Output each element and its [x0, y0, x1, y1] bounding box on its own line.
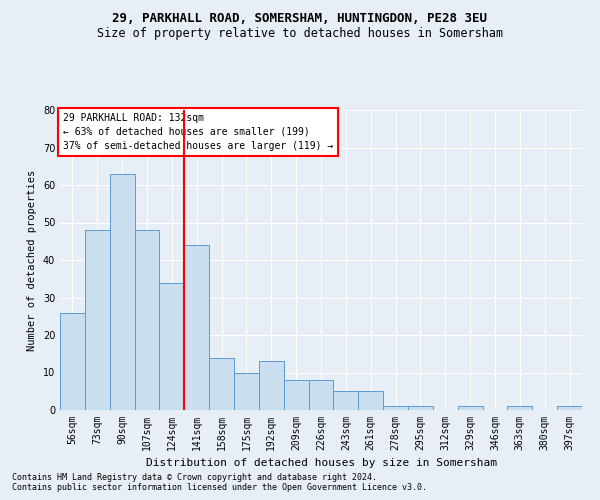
Bar: [209, 358, 234, 410]
Bar: [134, 230, 160, 410]
Bar: [160, 282, 184, 410]
Bar: [184, 245, 209, 410]
Bar: [234, 372, 259, 410]
Text: Contains HM Land Registry data © Crown copyright and database right 2024.: Contains HM Land Registry data © Crown c…: [12, 474, 377, 482]
Bar: [508, 406, 532, 410]
Bar: [284, 380, 308, 410]
Y-axis label: Number of detached properties: Number of detached properties: [27, 170, 37, 350]
Text: 29, PARKHALL ROAD, SOMERSHAM, HUNTINGDON, PE28 3EU: 29, PARKHALL ROAD, SOMERSHAM, HUNTINGDON…: [113, 12, 487, 26]
Bar: [110, 174, 134, 410]
Text: Size of property relative to detached houses in Somersham: Size of property relative to detached ho…: [97, 28, 503, 40]
Text: Contains public sector information licensed under the Open Government Licence v3: Contains public sector information licen…: [12, 484, 427, 492]
Bar: [334, 391, 358, 410]
Bar: [259, 361, 284, 410]
Bar: [408, 406, 433, 410]
Bar: [383, 406, 408, 410]
Text: 29 PARKHALL ROAD: 132sqm
← 63% of detached houses are smaller (199)
37% of semi-: 29 PARKHALL ROAD: 132sqm ← 63% of detach…: [62, 113, 333, 151]
Bar: [358, 391, 383, 410]
Bar: [458, 406, 482, 410]
Bar: [85, 230, 110, 410]
Bar: [60, 312, 85, 410]
Bar: [308, 380, 334, 410]
X-axis label: Distribution of detached houses by size in Somersham: Distribution of detached houses by size …: [146, 458, 497, 468]
Bar: [557, 406, 582, 410]
